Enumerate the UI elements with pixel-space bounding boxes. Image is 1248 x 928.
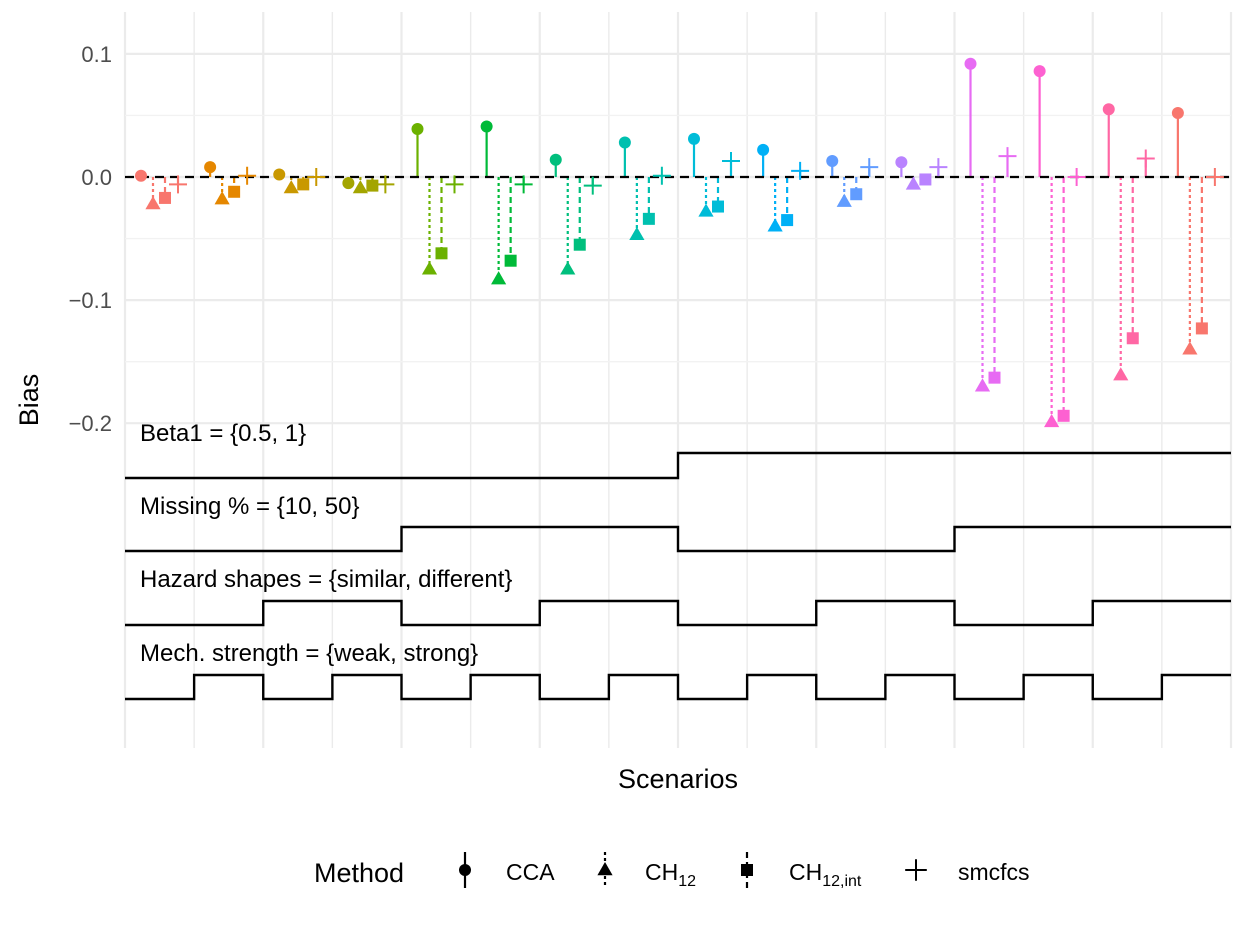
- marker-circle: [895, 156, 908, 169]
- marker-square: [1057, 409, 1070, 422]
- marker-square: [366, 179, 379, 192]
- marker-plus: [998, 147, 1017, 166]
- marker-circle: [1102, 103, 1115, 116]
- marker-circle: [964, 57, 977, 70]
- marker-triangle: [767, 218, 783, 232]
- legend-label: CH12: [645, 859, 696, 890]
- legend-label: smcfcs: [958, 859, 1030, 885]
- factor-step-line: [125, 599, 1231, 627]
- y-tick-label: 0.0: [81, 165, 112, 190]
- grid-lines: [123, 12, 1233, 748]
- marker-plus: [307, 168, 326, 186]
- marker-circle: [480, 120, 493, 133]
- legend-key-circle-icon: [459, 864, 471, 876]
- marker-square: [573, 238, 586, 251]
- marker-circle: [549, 153, 562, 166]
- marker-circle: [342, 177, 355, 190]
- marker-square: [297, 178, 310, 191]
- y-tick-label: 0.1: [81, 42, 112, 67]
- marker-plus: [860, 158, 879, 177]
- marker-circle: [1171, 106, 1184, 119]
- marker-triangle: [905, 176, 921, 190]
- marker-square: [159, 191, 171, 204]
- factor-step-line: [125, 525, 1231, 553]
- legend-title: Method: [314, 858, 404, 888]
- y-tick-labels: 0.1 0.0 −0.1 −0.2: [69, 42, 112, 436]
- marker-plus: [514, 175, 533, 194]
- marker-plus: [1067, 168, 1086, 186]
- marker-triangle: [352, 180, 368, 194]
- marker-square: [988, 371, 1001, 384]
- marker-circle: [688, 132, 700, 145]
- factor-step-line: [125, 451, 1231, 480]
- legend-label: CH12,int: [789, 859, 862, 890]
- marker-square: [919, 173, 932, 186]
- y-tick-label: −0.1: [69, 288, 112, 313]
- x-axis-title: Scenarios: [618, 764, 738, 794]
- marker-plus: [791, 161, 810, 180]
- marker-triangle: [629, 226, 645, 241]
- marker-circle: [618, 136, 631, 149]
- marker-circle: [135, 169, 147, 182]
- factor-step-line: [125, 673, 1231, 701]
- marker-triangle: [836, 193, 852, 207]
- marker-plus: [445, 175, 464, 194]
- marker-circle: [1033, 65, 1046, 78]
- marker-square: [850, 188, 863, 201]
- y-axis-title: Bias: [14, 374, 44, 427]
- marker-triangle: [698, 203, 714, 217]
- marker-plus: [238, 166, 257, 185]
- marker-square: [1195, 322, 1208, 335]
- marker-square: [781, 214, 794, 227]
- marker-triangle: [1044, 413, 1060, 428]
- marker-triangle: [145, 196, 161, 210]
- legend-key-triangle-icon: [597, 862, 613, 876]
- marker-plus: [722, 151, 740, 170]
- marker-triangle: [974, 378, 991, 392]
- marker-square: [1126, 332, 1139, 345]
- marker-circle: [826, 154, 839, 167]
- factor-label: Missing % = {10, 50}: [140, 493, 359, 520]
- factor-step-lines: [125, 451, 1231, 701]
- legend-key-square-icon: [741, 864, 753, 876]
- marker-triangle: [1182, 341, 1198, 355]
- marker-plus: [376, 175, 395, 194]
- marker-plus: [929, 158, 948, 177]
- marker-square: [435, 247, 448, 260]
- marker-circle: [757, 143, 770, 156]
- marker-plus: [169, 175, 187, 194]
- marker-circle: [204, 161, 217, 174]
- y-tick-label: −0.2: [69, 411, 112, 436]
- marker-circle: [411, 122, 424, 135]
- marker-triangle: [421, 261, 438, 275]
- factor-label: Mech. strength = {weak, strong}: [140, 640, 478, 667]
- marker-triangle: [491, 271, 507, 285]
- factor-label: Hazard shapes = {similar, different}: [140, 566, 512, 593]
- factor-labels: Beta1 = {0.5, 1} Missing % = {10, 50} Haza…: [140, 420, 512, 667]
- marker-plus: [652, 166, 671, 185]
- marker-square: [228, 185, 241, 198]
- marker-circle: [273, 168, 286, 181]
- marker-triangle: [560, 261, 576, 275]
- legend-label: CCA: [506, 859, 555, 885]
- legend: Method CCA CH12 CH12,int smcfcs: [314, 852, 1030, 890]
- marker-triangle: [214, 191, 230, 205]
- marker-triangle: [1113, 367, 1129, 381]
- factor-label: Beta1 = {0.5, 1}: [140, 420, 306, 447]
- lollipop-markers: [135, 57, 1224, 428]
- legend-key-plus-icon: [905, 859, 927, 881]
- marker-square: [504, 254, 517, 267]
- marker-plus: [1205, 168, 1224, 186]
- marker-plus: [1136, 149, 1155, 168]
- marker-plus: [583, 176, 602, 195]
- marker-square: [642, 212, 655, 225]
- marker-triangle: [283, 180, 299, 194]
- marker-square: [712, 200, 724, 213]
